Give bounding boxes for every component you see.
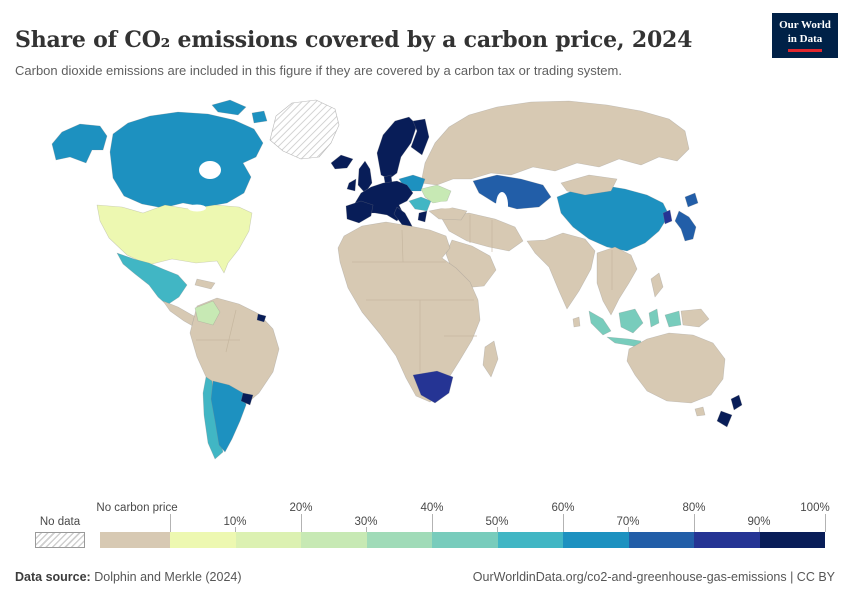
map-region-papua-new-guinea[interactable] — [680, 308, 710, 328]
map-region-mexico[interactable] — [116, 252, 188, 306]
black-sea — [434, 201, 456, 209]
map-region-canada-baffin[interactable] — [251, 110, 268, 124]
legend-tick-label-60: 60% — [551, 502, 575, 514]
map-region-tasmania[interactable] — [694, 406, 706, 417]
map-region-greece[interactable] — [417, 210, 428, 223]
map-region-united-kingdom[interactable] — [357, 160, 373, 194]
legend-tick — [432, 514, 433, 532]
legend-tick-label-70: 70% — [616, 516, 640, 528]
map-region-sri-lanka[interactable] — [572, 316, 581, 328]
legend-tick — [497, 527, 498, 532]
legend-tick — [563, 514, 564, 532]
map-region-indonesia-borneo[interactable] — [618, 308, 644, 334]
map-region-new-zealand-north[interactable] — [730, 394, 743, 411]
map-region-ireland[interactable] — [346, 178, 357, 192]
legend-tick — [759, 527, 760, 532]
legend-tick — [628, 527, 629, 532]
map-region-australia[interactable] — [626, 332, 726, 404]
map-region-alaska[interactable] — [51, 123, 108, 164]
legend-tick — [825, 514, 826, 532]
owid-logo-line1: Our World — [779, 19, 831, 31]
map-region-canada-arctic-islands[interactable] — [211, 99, 247, 116]
legend-no-data-swatch[interactable] — [35, 532, 85, 548]
legend-segment-70-80[interactable] — [628, 532, 694, 548]
map-region-united-states[interactable] — [96, 204, 253, 274]
page-subtitle: Carbon dioxide emissions are included in… — [15, 63, 622, 78]
legend-tick-label-30: 30% — [354, 516, 378, 528]
map-region-kazakhstan[interactable] — [472, 174, 552, 210]
map-region-indonesia-sulawesi[interactable] — [648, 308, 660, 328]
legend-tick-label-40: 40% — [420, 502, 444, 514]
footer-source-link[interactable]: Dolphin and Merkle (2024) — [94, 570, 242, 584]
map-region-africa[interactable] — [337, 221, 481, 403]
legend-segment-30-40[interactable] — [366, 532, 432, 548]
map-region-cuba[interactable] — [194, 278, 216, 290]
footer-source-label: Data source: — [15, 570, 91, 584]
map-region-south-korea[interactable] — [662, 209, 673, 225]
map-region-argentina[interactable] — [210, 380, 247, 453]
map-region-russia[interactable] — [420, 100, 690, 186]
country-borders — [196, 215, 613, 372]
legend-color-bar — [100, 532, 825, 548]
map-region-middle-east[interactable] — [440, 212, 524, 252]
map-region-philippines[interactable] — [650, 272, 664, 298]
legend-tick — [235, 527, 236, 532]
legend-tick — [170, 514, 171, 532]
great-lakes — [188, 204, 206, 212]
legend-tick-label-20: 20% — [289, 502, 313, 514]
legend-segment-90-100[interactable] — [759, 532, 825, 548]
owid-logo[interactable]: Our World in Data — [772, 13, 838, 58]
footer-source: Data source: Dolphin and Merkle (2024) — [15, 570, 242, 584]
map-region-madagascar[interactable] — [482, 340, 499, 378]
map-region-ukraine[interactable] — [420, 184, 452, 204]
map-region-french-guiana[interactable] — [256, 313, 267, 323]
legend-segment-no-carbon-price[interactable] — [100, 532, 170, 548]
map-region-south-africa[interactable] — [412, 370, 454, 404]
map-region-uruguay[interactable] — [240, 392, 254, 406]
map-region-finland[interactable] — [410, 118, 430, 156]
legend-no-data-label: No data — [39, 516, 81, 528]
legend-tick — [694, 514, 695, 532]
map-region-japan-hokkaido[interactable] — [684, 192, 699, 208]
map-region-japan-honshu[interactable] — [674, 210, 697, 242]
legend-tick-label-100: 100% — [800, 502, 830, 514]
map-region-balkans[interactable] — [408, 196, 432, 212]
legend-no-price-label: No carbon price — [96, 502, 178, 514]
footer-attribution-link[interactable]: OurWorldinData.org/co2-and-greenhouse-ga… — [472, 570, 835, 584]
legend-segment-20-30[interactable] — [301, 532, 367, 548]
page-title: Share of CO₂ emissions covered by a carb… — [15, 26, 693, 53]
legend-tick-label-90: 90% — [747, 516, 771, 528]
legend-segment-50-60[interactable] — [497, 532, 563, 548]
legend-tick-label-80: 80% — [682, 502, 706, 514]
caspian-sea — [496, 192, 508, 218]
owid-logo-line2: in Data — [787, 32, 823, 52]
map-region-iberia[interactable] — [345, 200, 374, 224]
legend-segment-10-20[interactable] — [235, 532, 301, 548]
map-region-india[interactable] — [526, 232, 596, 310]
legend-tick — [301, 514, 302, 532]
map-region-turkey[interactable] — [428, 206, 468, 221]
world-choropleth-map — [51, 99, 743, 460]
hudson-bay — [199, 161, 221, 179]
map-region-greenland[interactable] — [269, 99, 340, 160]
map-region-indonesia-sumatra[interactable] — [588, 310, 612, 336]
legend-tick — [366, 527, 367, 532]
map-region-new-zealand-south[interactable] — [716, 410, 733, 428]
legend-segment-80-90[interactable] — [694, 532, 760, 548]
legend-tick-label-50: 50% — [485, 516, 509, 528]
map-region-indonesia-papua[interactable] — [664, 310, 682, 328]
legend-segment-60-70[interactable] — [563, 532, 629, 548]
map-region-mongolia[interactable] — [560, 174, 618, 196]
map-region-colombia[interactable] — [194, 300, 221, 326]
legend-segment-0-10[interactable] — [170, 532, 236, 548]
map-region-scandinavia[interactable] — [376, 116, 418, 180]
legend-tick-label-10: 10% — [223, 516, 247, 528]
map-region-iceland[interactable] — [330, 154, 354, 170]
legend-segment-40-50[interactable] — [432, 532, 498, 548]
map-region-canada[interactable] — [109, 111, 264, 209]
map-region-southeast-asia[interactable] — [596, 246, 638, 316]
